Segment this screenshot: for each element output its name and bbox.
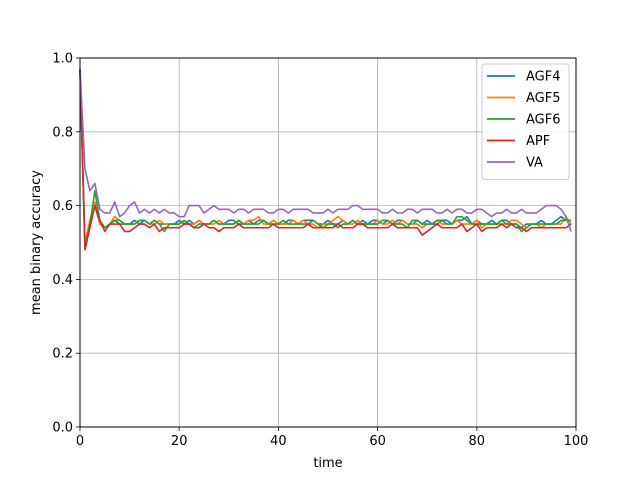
legend-label-agf5: AGF5: [526, 91, 561, 106]
x-tick-label: 60: [369, 434, 386, 449]
legend: AGF4 AGF5 AGF6 APF VA: [481, 63, 570, 180]
x-tick-label: 20: [171, 434, 188, 449]
x-tick-label: 40: [270, 434, 287, 449]
legend-label-agf4: AGF4: [526, 70, 561, 85]
y-tick-label: 1.0: [52, 52, 73, 67]
x-tick-label: 0: [76, 434, 84, 449]
plot-frame: [79, 57, 577, 428]
y-tick-label: 0.8: [52, 125, 73, 140]
legend-label-agf6: AGF6: [526, 113, 561, 128]
x-axis-label: time: [313, 456, 342, 471]
x-tick-label: 80: [469, 434, 486, 449]
series-line-agf4: [79, 69, 572, 247]
x-tick-label: 100: [564, 434, 589, 449]
series-group: [79, 69, 572, 251]
series-line-agf6: [79, 69, 572, 247]
y-tick-label: 0.4: [52, 273, 73, 288]
legend-label-va: VA: [526, 156, 543, 171]
legend-box: [481, 63, 570, 180]
ticks: 0 20 40 60 80 100 0.0 0.2 0.4 0.6 0.8 1.0: [52, 52, 588, 450]
y-axis-label: mean binary accuracy: [29, 170, 44, 315]
series-line-apf: [79, 69, 572, 251]
y-tick-label: 0.6: [52, 199, 73, 214]
series-line-va: [79, 69, 572, 232]
y-tick-label: 0.2: [52, 347, 73, 362]
y-tick-label: 0.0: [52, 421, 73, 436]
legend-label-apf: APF: [526, 134, 550, 149]
